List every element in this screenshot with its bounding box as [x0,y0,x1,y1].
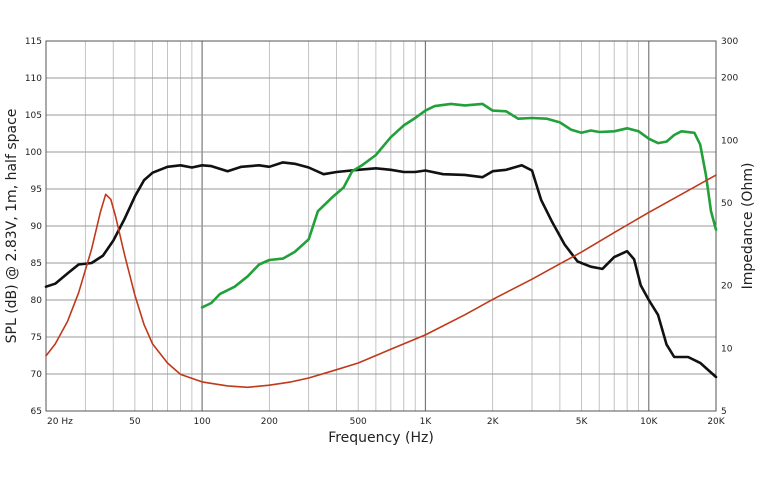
y-tick-label: 100 [25,148,42,158]
x-tick-label: 200 [261,417,278,427]
y-tick-label: 115 [25,37,42,47]
major-grid [46,41,716,411]
x-tick-label: 10K [640,417,658,427]
x-tick-label: 100 [194,417,211,427]
y-tick-label: 90 [31,222,43,232]
y-tick-label: 75 [31,333,42,343]
x-tick-label: 20 Hz [47,417,73,427]
y2-tick-label: 200 [721,74,738,84]
y-tick-label: 95 [31,185,42,195]
y2-tick-labels: 5 10 20 50 100 200 300 [721,37,738,417]
y-tick-label: 80 [31,296,43,306]
series-layer [44,102,718,389]
y2-tick-label: 20 [721,282,733,292]
x-tick-label: 20K [707,417,725,427]
x-tick-label: 50 [129,417,141,427]
series-line-1 [200,102,718,309]
y-tick-label: 105 [25,111,42,121]
y-tick-labels: 65 70 75 80 85 90 95 100 105 110 115 [25,37,42,417]
y2-axis-label: Impedance (Ohm) [740,163,756,290]
y-tick-label: 85 [31,259,42,269]
x-tick-label: 2K [487,417,500,427]
y2-tick-label: 10 [721,344,733,354]
x-tick-label: 500 [350,417,367,427]
series-line-2 [45,174,717,389]
y-axis-label: SPL (dB) @ 2.83V, 1m, half space [4,109,20,344]
y2-tick-label: 5 [721,407,727,417]
x-axis-label: Frequency (Hz) [328,430,434,446]
x-tick-labels: 20 Hz 50 100 200 500 1K 2K 5K 10K 20K [47,417,726,427]
series-line-0 [44,161,718,379]
y2-tick-label: 300 [721,37,738,47]
x-tick-label: 1K [420,417,433,427]
x-tick-label: 5K [576,417,589,427]
y-tick-label: 65 [31,407,42,417]
y-tick-label: 110 [25,74,42,84]
y2-tick-label: 100 [721,136,738,146]
y2-tick-label: 50 [721,199,733,209]
y-tick-label: 70 [31,370,43,380]
